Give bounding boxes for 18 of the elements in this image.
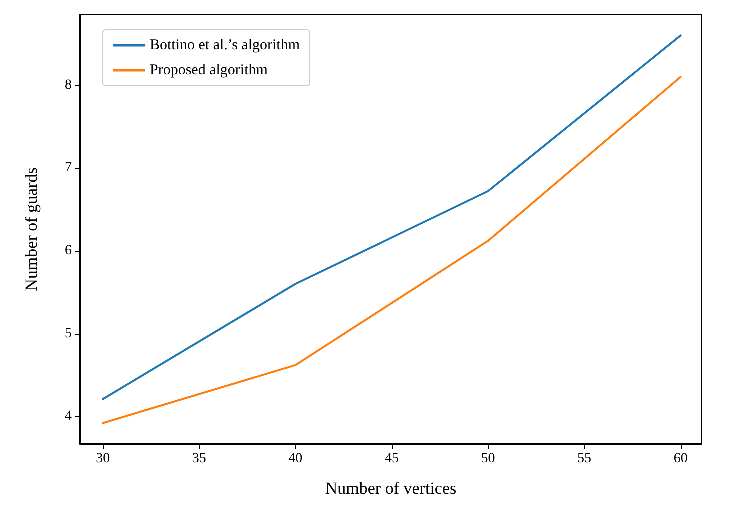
y-tick-label: 8 [65,78,72,93]
x-axis-title: Number of vertices [325,479,457,498]
y-axis-title: Number of guards [22,168,41,292]
x-tick-label: 30 [96,452,110,466]
x-tick-label: 50 [481,452,496,466]
y-tick-label: 4 [65,409,72,424]
legend-label: Bottino et al.’s algorithm [150,38,300,54]
x-tick-label: 40 [288,452,303,466]
y-tick-label: 7 [65,160,72,176]
legend-label: Proposed algorithm [150,62,268,78]
x-tick-label: 55 [578,452,592,466]
y-tick-label: 6 [65,244,72,259]
line-series [102,34,682,400]
x-tick-label: 35 [192,452,206,466]
line-series [102,76,682,424]
x-tick-label: 45 [384,452,399,466]
x-tick-label: 60 [674,452,688,466]
y-tick-label: 5 [65,326,72,342]
